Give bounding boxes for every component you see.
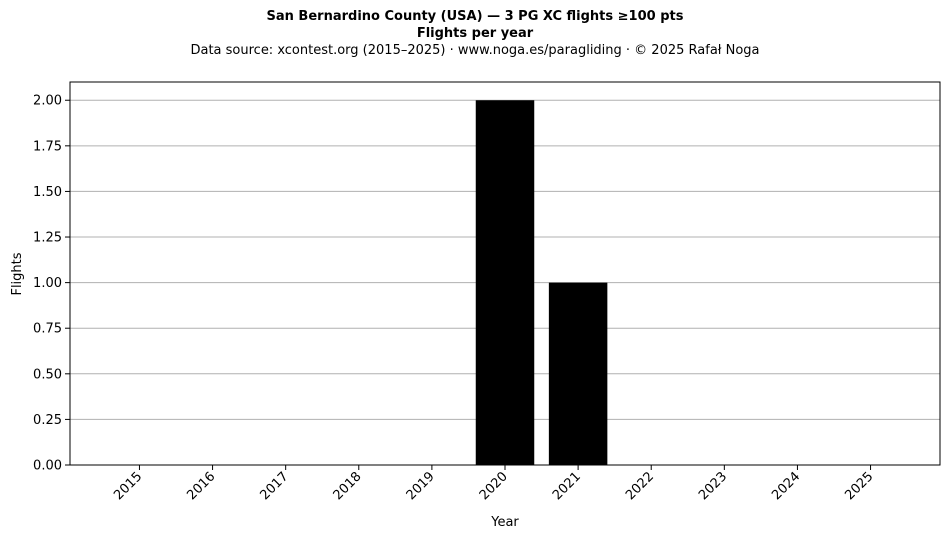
chart-title: San Bernardino County (USA) — 3 PG XC fl… bbox=[266, 9, 684, 24]
y-tick-label: 0.75 bbox=[33, 322, 62, 337]
y-axis-label: Flights bbox=[10, 252, 25, 295]
chart-source-line: Data source: xcontest.org (2015–2025) · … bbox=[190, 43, 760, 58]
x-axis-ticks: 2015 2016 2017 2018 2019 2020 2021 2022 2023 2024… bbox=[111, 465, 876, 503]
y-tick-label: 1.25 bbox=[33, 231, 62, 246]
x-tick-label: 2015 bbox=[111, 469, 145, 503]
x-axis-label: Year bbox=[490, 515, 519, 530]
y-tick-label: 0.25 bbox=[33, 413, 62, 428]
x-tick-label: 2025 bbox=[842, 469, 876, 503]
x-tick-label: 2017 bbox=[257, 469, 291, 503]
chart-subtitle: Flights per year bbox=[416, 26, 534, 41]
x-tick-label: 2020 bbox=[477, 469, 511, 503]
x-tick-label: 2019 bbox=[404, 469, 438, 503]
y-tick-label: 1.50 bbox=[33, 185, 62, 200]
y-axis-ticks: 0.00 0.25 0.50 0.75 1.00 1.25 1.50 1.75 2.00 bbox=[33, 94, 70, 474]
y-tick-label: 2.00 bbox=[33, 94, 62, 109]
y-tick-label: 0.00 bbox=[33, 459, 62, 474]
y-tick-label: 1.75 bbox=[33, 139, 62, 154]
x-tick-label: 2018 bbox=[331, 469, 365, 503]
y-tick-label: 0.50 bbox=[33, 367, 62, 382]
bars bbox=[475, 100, 608, 465]
x-tick-label: 2022 bbox=[623, 469, 657, 503]
bar-2020 bbox=[475, 100, 535, 465]
chart-title-block: San Bernardino County (USA) — 3 PG XC fl… bbox=[0, 8, 950, 59]
x-tick-label: 2024 bbox=[769, 469, 803, 503]
y-tick-label: 1.00 bbox=[33, 276, 62, 291]
x-tick-label: 2016 bbox=[184, 469, 218, 503]
x-tick-label: 2023 bbox=[696, 469, 730, 503]
x-tick-label: 2021 bbox=[550, 469, 584, 503]
bar-2021 bbox=[548, 282, 608, 465]
